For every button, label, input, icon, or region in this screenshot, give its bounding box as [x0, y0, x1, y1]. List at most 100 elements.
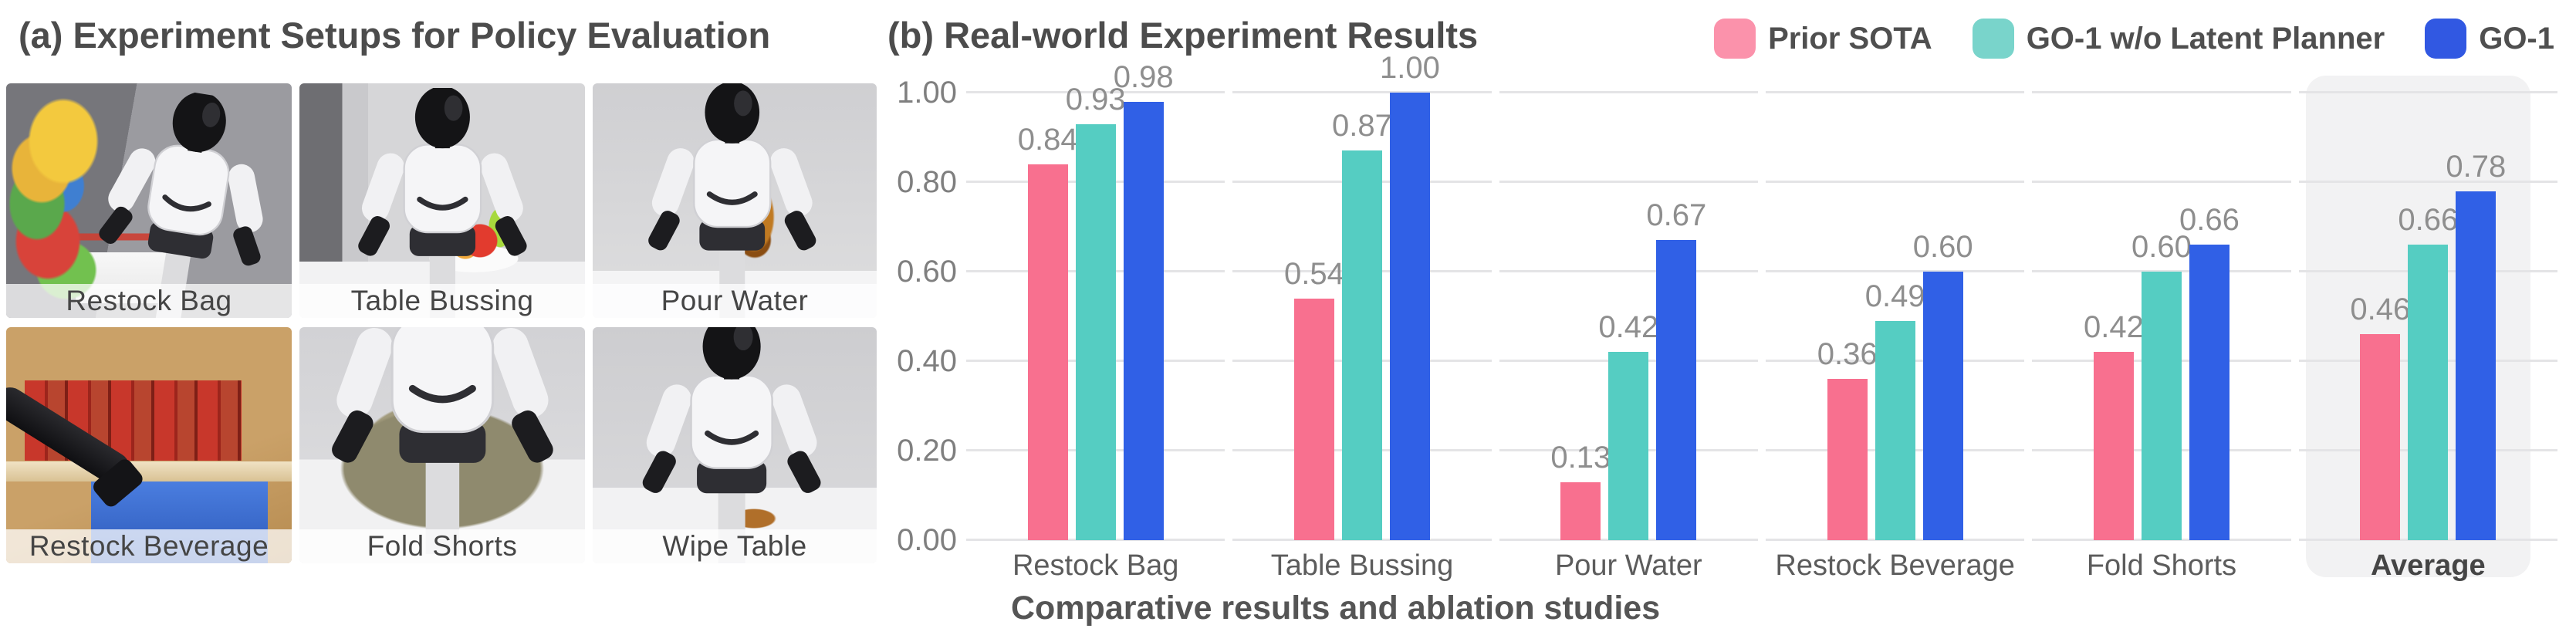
bar-value-label: 0.78 — [2446, 149, 2507, 184]
photo-label: Restock Bag — [6, 284, 292, 318]
category-label: Restock Beverage — [1775, 549, 2015, 582]
gridline — [2298, 91, 2557, 93]
bar-value-label: 0.98 — [1113, 59, 1174, 94]
bar-value-label: 0.87 — [1332, 109, 1392, 144]
legend-label: GO-1 w/o Latent Planner — [2026, 21, 2385, 56]
bar-value-label: 0.54 — [1284, 256, 1344, 291]
bar-prior-sota-restock-beverage: 0.36 — [1817, 339, 1878, 540]
robot-illustration — [635, 327, 828, 563]
bar-value-label: 0.13 — [1550, 440, 1611, 475]
panel-restock-beverage: 0.36 0.49 0.60 Restock Beverage — [1765, 91, 2025, 582]
section-b-title: (b) Real-world Experiment Results — [887, 15, 1479, 56]
bar-value-label: 0.42 — [2084, 310, 2144, 345]
y-tick-label: 0.40 — [897, 344, 957, 378]
bar-prior-sota-fold-shorts: 0.42 — [2084, 312, 2144, 540]
legend-label: Prior SOTA — [1768, 21, 1932, 56]
photo-restock-beverage: Restock Beverage — [6, 327, 292, 563]
bar-value-label: 0.67 — [1646, 198, 1707, 233]
bar-go-1-w-o-latent-planner-fold-shorts: 0.60 — [2131, 231, 2192, 540]
photo-label: Table Bussing — [299, 284, 585, 318]
panel-fold-shorts: 0.42 0.60 0.66 Fold Shorts — [2032, 91, 2291, 582]
bar-value-label: 0.42 — [1598, 310, 1659, 345]
bar-go-1-restock-beverage: 0.60 — [1913, 231, 1973, 540]
bar-go-1-w-o-latent-planner-restock-beverage: 0.49 — [1865, 281, 1925, 540]
bar-value-label: 0.46 — [2350, 292, 2411, 327]
bar-value-label: 0.93 — [1065, 82, 1126, 117]
robot-illustration — [323, 327, 563, 554]
photo-fold-shorts: Fold Shorts — [299, 327, 585, 563]
bar-group: 0.46 0.66 0.78 — [2299, 93, 2557, 540]
gridline — [1765, 181, 2025, 183]
bar-value-label: 0.66 — [2398, 203, 2459, 238]
bar-value-label: 0.49 — [1864, 279, 1925, 313]
photo-restock-bag: Restock Bag — [6, 83, 292, 318]
robot-illustration — [80, 83, 291, 318]
category-label: Table Bussing — [1270, 549, 1454, 582]
robot-arm-shape — [6, 381, 136, 491]
photo-label: Fold Shorts — [299, 529, 585, 563]
bar-value-label: 1.00 — [1380, 51, 1440, 85]
gridline — [1232, 91, 1492, 93]
panel-table-bussing: 0.54 0.87 1.00 Table Bussing — [1232, 52, 1492, 582]
panel-pour-water: 0.13 0.42 0.67 Pour Water — [1499, 91, 1758, 582]
bar-group: 0.13 0.42 0.67 — [1499, 93, 1758, 540]
y-tick-label: 0.80 — [897, 165, 957, 199]
panel-average: 0.46 0.66 0.78 Average — [2298, 76, 2557, 582]
category-label: Average — [2371, 549, 2486, 582]
gridline — [1499, 181, 1758, 183]
gridline — [2032, 91, 2291, 93]
bar-go-1-table-bussing: 1.00 — [1380, 52, 1440, 540]
y-tick-label: 0.00 — [897, 523, 957, 557]
photo-label: Wipe Table — [593, 529, 877, 563]
bar-prior-sota-restock-bag: 0.84 — [1018, 124, 1078, 540]
bar-group: 0.54 0.87 1.00 — [1232, 52, 1491, 540]
bar-go-1-w-o-latent-planner-pour-water: 0.42 — [1598, 312, 1658, 540]
gridline — [2032, 270, 2291, 272]
section-a-title: (a) Experiment Setups for Policy Evaluat… — [19, 15, 771, 56]
legend-item-prior-sota: Prior SOTA — [1714, 19, 1932, 59]
gridline — [1765, 270, 2025, 272]
gridline — [1499, 270, 1758, 272]
robot-illustration — [641, 83, 823, 318]
photo-label: Pour Water — [593, 284, 877, 318]
y-axis: 0.00 0.20 0.40 0.60 0.80 1.00 — [849, 77, 957, 556]
chart-caption: Comparative results and ablation studies — [1011, 590, 1661, 627]
photo-pour-water: Pour Water — [593, 83, 877, 318]
gridline — [1765, 91, 2025, 93]
bar-group: 0.36 0.49 0.60 — [1766, 93, 2024, 540]
chart-panels: 0.84 0.93 0.98 Restock Bag 0.54 0.87 1.00 Table… — [966, 52, 2557, 582]
gridline — [2032, 181, 2291, 183]
bar-value-label: 0.60 — [1912, 230, 1973, 264]
bar-go-1-w-o-latent-planner-restock-bag: 0.93 — [1066, 84, 1126, 540]
legend-swatch-go-1-w-o-latent-planner — [1972, 19, 2014, 59]
bar-group: 0.84 0.93 0.98 — [966, 62, 1225, 540]
y-tick-label: 0.20 — [897, 434, 957, 468]
gridline — [966, 91, 1225, 93]
bar-go-1-fold-shorts: 0.66 — [2179, 204, 2240, 540]
legend-item-go-1: GO-1 — [2425, 19, 2554, 59]
panel-restock-bag: 0.84 0.93 0.98 Restock Bag — [966, 62, 1225, 582]
bar-value-label: 0.60 — [2131, 230, 2192, 264]
bar-value-label: 0.84 — [1017, 122, 1078, 157]
legend-swatch-go-1 — [2425, 19, 2467, 59]
bar-value-label: 0.36 — [1817, 337, 1878, 372]
bar-value-label: 0.66 — [2179, 203, 2240, 238]
bar-go-1-average: 0.78 — [2446, 151, 2506, 540]
gridline — [2298, 181, 2557, 183]
y-tick-label: 0.60 — [897, 255, 957, 289]
legend-label: GO-1 — [2479, 21, 2554, 56]
bar-go-1-restock-bag: 0.98 — [1114, 62, 1174, 540]
category-label: Pour Water — [1554, 549, 1702, 582]
y-tick-label: 1.00 — [897, 76, 957, 110]
bar-go-1-w-o-latent-planner-average: 0.66 — [2398, 204, 2458, 540]
bar-prior-sota-average: 0.46 — [2350, 294, 2410, 540]
bar-group: 0.42 0.60 0.66 — [2032, 93, 2290, 540]
photo-table-bussing: Table Bussing — [299, 83, 585, 318]
bar-go-1-w-o-latent-planner-table-bussing: 0.87 — [1332, 110, 1392, 540]
photo-wipe-table: Wipe Table — [593, 327, 877, 563]
category-label: Restock Bag — [1012, 549, 1179, 582]
legend-swatch-prior-sota — [1714, 19, 1756, 59]
gridline — [1499, 91, 1758, 93]
legend: Prior SOTA GO-1 w/o Latent Planner GO-1 — [1714, 19, 2554, 59]
